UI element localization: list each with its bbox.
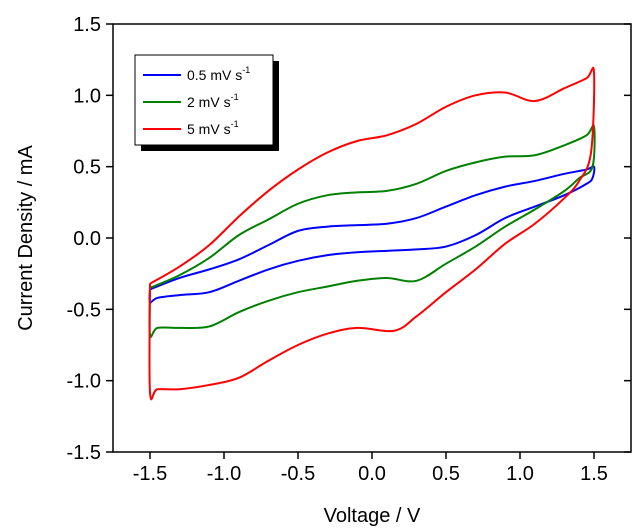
y-tick-label: -1.5 bbox=[67, 442, 101, 464]
plot-area bbox=[148, 66, 596, 401]
series-line-2 bbox=[148, 124, 596, 338]
legend-label-superscript: -1 bbox=[231, 119, 239, 129]
y-tick-label: 0.5 bbox=[73, 157, 101, 179]
legend-label: 0.5 mV s-1 bbox=[187, 65, 250, 83]
x-tick-label: 1.0 bbox=[506, 463, 534, 485]
x-tick-label: -1.0 bbox=[207, 463, 241, 485]
y-tick-label: -1.0 bbox=[67, 371, 101, 393]
x-axis-label: Voltage / V bbox=[324, 505, 421, 527]
y-tick-label: -0.5 bbox=[67, 299, 101, 321]
legend-label: 5 mV s-1 bbox=[187, 119, 239, 137]
legend: 0.5 mV s-12 mV s-15 mV s-1 bbox=[134, 54, 279, 151]
x-tick-label: 0.0 bbox=[358, 463, 386, 485]
legend-label-text: 2 mV s bbox=[187, 94, 231, 110]
x-tick-label: 1.5 bbox=[580, 463, 608, 485]
legend-label-text: 0.5 mV s bbox=[187, 67, 242, 83]
legend-label-superscript: -1 bbox=[242, 65, 250, 75]
legend-label-text: 5 mV s bbox=[187, 121, 231, 137]
legend-label: 2 mV s-1 bbox=[187, 92, 239, 110]
x-tick-label: 0.5 bbox=[432, 463, 460, 485]
series-line-1 bbox=[148, 165, 596, 304]
y-tick-label: 1.5 bbox=[73, 14, 101, 36]
axis-ticks: -1.5 -1.0 -0.5 0.0 0.5 1.0 1.5 -1.5 -1.0 -0.5 0.0 0… bbox=[67, 14, 631, 485]
y-axis-label: Current Density / mA bbox=[15, 145, 37, 331]
x-tick-label: -1.5 bbox=[133, 463, 167, 485]
series-line-3 bbox=[148, 66, 596, 401]
legend-label-superscript: -1 bbox=[231, 92, 239, 102]
x-tick-label: -0.5 bbox=[281, 463, 315, 485]
y-tick-label: 0.0 bbox=[73, 228, 101, 250]
y-tick-label: 1.0 bbox=[73, 85, 101, 107]
